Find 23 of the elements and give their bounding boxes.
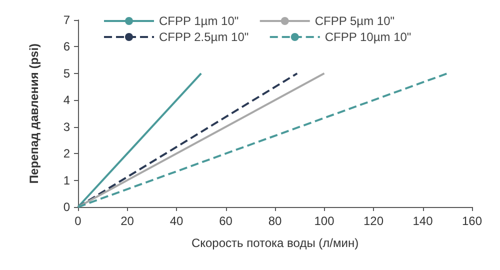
y-tick-label: 6 xyxy=(63,40,70,54)
x-axis-title: Скорость потока воды (л/мин) xyxy=(191,236,359,250)
legend-label: CFPP 5µm 10" xyxy=(314,14,395,28)
y-tick-label: 4 xyxy=(63,93,70,108)
x-tick-label: 20 xyxy=(120,214,134,228)
y-axis-title: Перепад давления (psi) xyxy=(27,43,41,184)
x-tick-label: 140 xyxy=(412,214,434,228)
x-tick-label: 160 xyxy=(462,214,482,228)
legend-label: CFPP 1µm 10" xyxy=(159,14,239,28)
legend-label: CFPP 2.5µm 10" xyxy=(159,30,249,44)
x-tick-label: 80 xyxy=(268,214,282,228)
y-tick-label: 1 xyxy=(63,173,70,188)
y-tick-label: 3 xyxy=(63,120,70,134)
x-tick-label: 60 xyxy=(219,214,233,228)
x-tick-label: 40 xyxy=(170,214,184,228)
y-tick-label: 2 xyxy=(63,146,70,161)
x-tick-label: 0 xyxy=(74,214,82,228)
x-tick-label: 120 xyxy=(363,214,384,228)
y-tick-label: 7 xyxy=(63,13,70,27)
y-tick-label: 0 xyxy=(63,200,70,214)
y-tick-label: 5 xyxy=(63,66,70,80)
x-tick-label: 100 xyxy=(314,214,335,228)
legend-label: CFPP 10µm 10" xyxy=(324,30,412,44)
